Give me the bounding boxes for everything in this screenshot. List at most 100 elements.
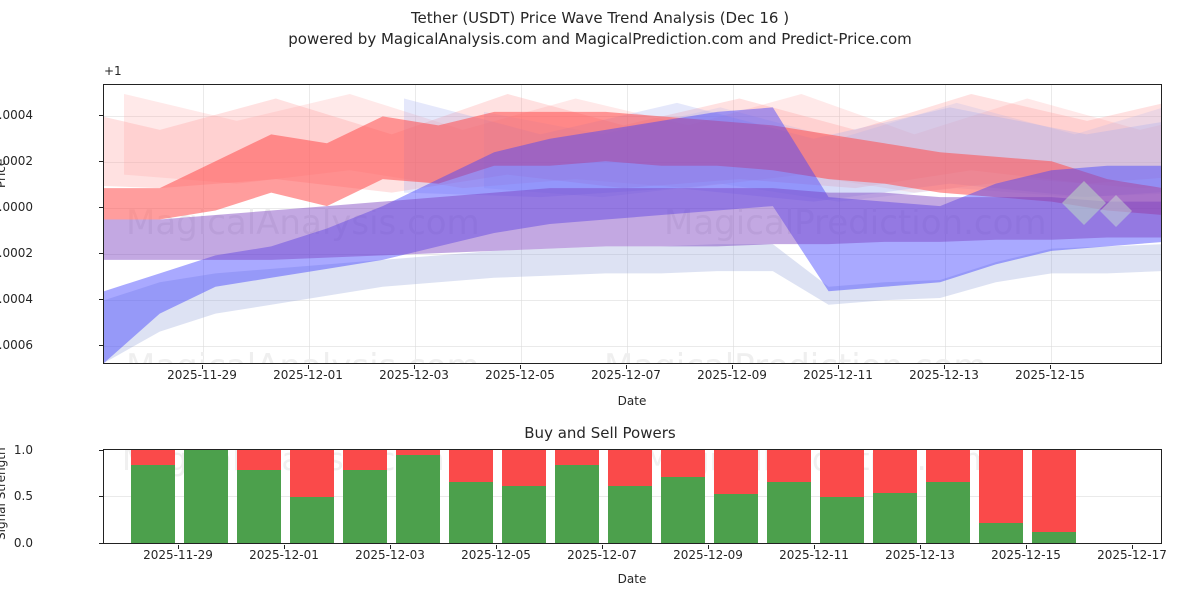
y-tick-label: −0.0004 bbox=[0, 292, 33, 306]
x-tick-mark bbox=[284, 545, 285, 549]
y-tick-label: 1.0 bbox=[13, 443, 33, 457]
x-tick-mark bbox=[1050, 365, 1051, 369]
y-tick-label: 0.0 bbox=[13, 536, 33, 550]
x-tick-mark bbox=[602, 545, 603, 549]
sell-power-segment bbox=[449, 450, 493, 482]
x-tick-mark bbox=[732, 365, 733, 369]
buy-power-segment bbox=[343, 470, 387, 543]
y-tick-mark bbox=[99, 543, 103, 544]
bar-stack bbox=[290, 450, 334, 543]
buy-sell-powers-plot-area: MagicalAnalysis.com MagicalPrediction.co… bbox=[103, 449, 1162, 544]
y-tick-mark bbox=[99, 496, 103, 497]
y-tick-label: −0.0002 bbox=[0, 246, 33, 260]
buy-power-segment bbox=[926, 481, 970, 543]
price-wave-plot-area: MagicalAnalysis.com MagicalPrediction.co… bbox=[103, 84, 1162, 364]
bar-stack bbox=[767, 450, 811, 543]
sell-power-segment bbox=[714, 450, 758, 494]
bar-stack bbox=[820, 450, 864, 543]
y-tick-mark bbox=[99, 207, 103, 208]
sell-power-segment bbox=[979, 450, 1023, 524]
x-tick-label: 2025-12-09 bbox=[697, 368, 767, 382]
x-tick-mark bbox=[414, 365, 415, 369]
bar-series-layer bbox=[104, 450, 1161, 543]
x-tick-mark bbox=[1132, 545, 1133, 549]
page-title: Tether (USDT) Price Wave Trend Analysis … bbox=[410, 9, 790, 27]
x-tick-mark bbox=[708, 545, 709, 549]
y-axis-offset-label: +1 bbox=[104, 64, 122, 78]
bar-stack bbox=[343, 450, 387, 543]
gridline-h bbox=[104, 346, 1161, 347]
y-tick-mark bbox=[99, 253, 103, 254]
y-tick-mark bbox=[99, 345, 103, 346]
x-tick-label: 2025-12-07 bbox=[567, 548, 637, 562]
signal-strength-axis-label: Signal Strength bbox=[0, 447, 8, 540]
x-tick-label: 2025-12-09 bbox=[673, 548, 743, 562]
x-tick-label: 2025-12-01 bbox=[273, 368, 343, 382]
buy-power-segment bbox=[714, 493, 758, 543]
gridline-h bbox=[104, 300, 1161, 301]
sell-power-segment bbox=[608, 450, 652, 487]
y-tick-label: 0.5 bbox=[13, 489, 33, 503]
sell-power-segment bbox=[290, 450, 334, 497]
y-tick-label: 0.0002 bbox=[0, 154, 33, 168]
sell-power-segment bbox=[237, 450, 281, 470]
page-subtitle: powered by MagicalAnalysis.com and Magic… bbox=[288, 30, 912, 48]
x-tick-mark bbox=[838, 365, 839, 369]
x-tick-label: 2025-11-29 bbox=[143, 548, 213, 562]
x-tick-label: 2025-12-15 bbox=[1015, 368, 1085, 382]
x-tick-mark bbox=[626, 365, 627, 369]
sell-power-segment bbox=[1032, 450, 1076, 532]
gridline-v bbox=[203, 85, 204, 363]
x-tick-label: 2025-12-15 bbox=[991, 548, 1061, 562]
sell-power-segment bbox=[873, 450, 917, 493]
x-tick-mark bbox=[308, 365, 309, 369]
buy-power-segment bbox=[502, 486, 546, 543]
buy-power-segment bbox=[131, 464, 175, 543]
gridline-v bbox=[415, 85, 416, 363]
buy-power-segment bbox=[555, 464, 599, 543]
bar-stack bbox=[1032, 450, 1076, 543]
bar-stack bbox=[449, 450, 493, 543]
y-tick-label: 0.0004 bbox=[0, 108, 33, 122]
sell-power-segment bbox=[926, 450, 970, 482]
gridline-v bbox=[733, 85, 734, 363]
y-tick-mark bbox=[99, 161, 103, 162]
x-tick-label: 2025-12-11 bbox=[803, 368, 873, 382]
y-tick-mark bbox=[99, 450, 103, 451]
gridline-v bbox=[839, 85, 840, 363]
bar-stack bbox=[131, 450, 175, 543]
bar-stack bbox=[237, 450, 281, 543]
buy-power-segment bbox=[290, 496, 334, 543]
sell-power-segment bbox=[502, 450, 546, 487]
x-tick-mark bbox=[390, 545, 391, 549]
x-tick-mark bbox=[496, 545, 497, 549]
date-axis-label: Date bbox=[617, 572, 647, 586]
buy-power-segment bbox=[767, 481, 811, 543]
y-tick-label: −0.0006 bbox=[0, 338, 33, 352]
x-tick-mark bbox=[944, 365, 945, 369]
wave-bands-svg bbox=[104, 93, 1161, 363]
x-tick-label: 2025-12-07 bbox=[591, 368, 661, 382]
buy-power-segment bbox=[661, 476, 705, 543]
x-tick-label: 2025-12-05 bbox=[485, 368, 555, 382]
x-tick-mark bbox=[814, 545, 815, 549]
bar-stack bbox=[555, 450, 599, 543]
gridline-v bbox=[309, 85, 310, 363]
buy-power-segment bbox=[820, 497, 864, 543]
sell-power-segment bbox=[131, 450, 175, 465]
bar-stack bbox=[502, 450, 546, 543]
x-tick-label: 2025-12-11 bbox=[779, 548, 849, 562]
x-tick-label: 2025-12-17 bbox=[1097, 548, 1167, 562]
bar-stack bbox=[184, 450, 228, 543]
bar-stack bbox=[979, 450, 1023, 543]
gridline-v bbox=[945, 85, 946, 363]
sell-power-segment bbox=[767, 450, 811, 482]
buy-power-segment bbox=[979, 523, 1023, 543]
bar-stack bbox=[926, 450, 970, 543]
x-tick-label: 2025-11-29 bbox=[167, 368, 237, 382]
bar-stack bbox=[661, 450, 705, 543]
buy-power-segment bbox=[1032, 531, 1076, 543]
buy-power-segment bbox=[608, 486, 652, 543]
x-tick-mark bbox=[520, 365, 521, 369]
buy-power-segment bbox=[873, 492, 917, 543]
